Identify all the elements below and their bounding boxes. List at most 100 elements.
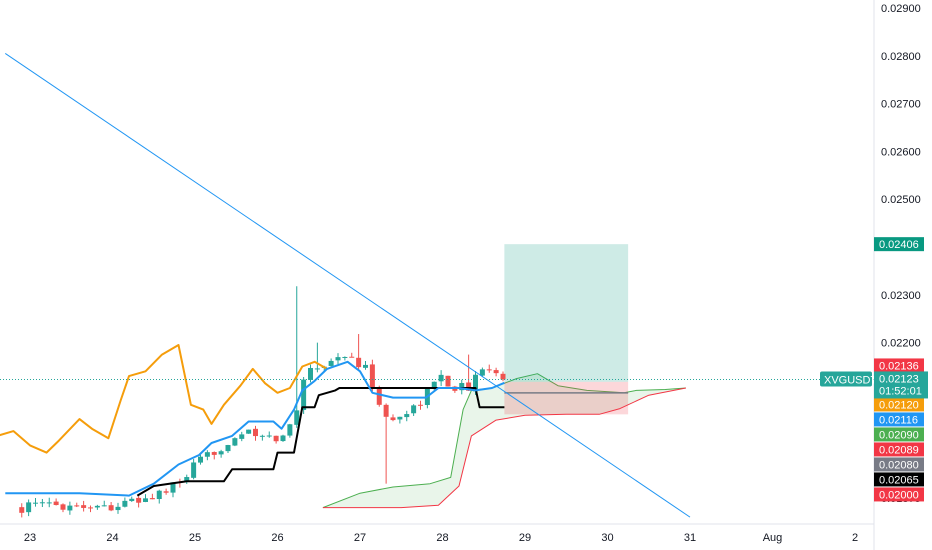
time-tick-label: 28 <box>436 532 448 544</box>
long-position-tool[interactable] <box>504 244 629 415</box>
candle-body <box>438 374 444 382</box>
candle-body <box>239 434 245 439</box>
time-tick-label: 26 <box>271 532 283 544</box>
price-tag <box>874 472 924 487</box>
candle-body <box>445 375 451 387</box>
candle-body <box>280 435 286 442</box>
candle-body <box>363 364 368 368</box>
symbol-tag: XVGUSDT <box>820 371 877 387</box>
last-price-label: 0.02123 <box>879 373 919 385</box>
candle-body <box>356 357 362 368</box>
price-tag <box>874 427 924 442</box>
candle-body <box>328 360 334 366</box>
price-tag-label: 0.02065 <box>879 474 919 486</box>
candle-body <box>369 364 375 388</box>
price-tick-label: 0.02500 <box>881 194 921 206</box>
price-tag-label: 0.02000 <box>879 489 919 501</box>
candle-body <box>26 502 32 513</box>
candle-body <box>88 507 93 509</box>
candle-body <box>376 388 382 405</box>
price-tick-label: 0.02600 <box>881 146 921 158</box>
price-tag <box>874 358 924 373</box>
senkou-span-b-line <box>322 387 686 509</box>
price-tag-label: 0.02406 <box>879 239 919 251</box>
price-tag <box>874 457 924 472</box>
time-tick-label: 2 <box>852 532 858 544</box>
price-tag-label: 0.02120 <box>879 399 919 411</box>
candle-body <box>74 505 80 507</box>
time-tick-label: Aug <box>763 532 783 544</box>
position-profit-zone <box>504 244 629 382</box>
candle-body <box>390 417 396 421</box>
candle-body <box>94 505 100 508</box>
time-tick-label: 29 <box>519 532 531 544</box>
candle-body <box>473 374 478 392</box>
price-tick-label: 0.02900 <box>881 3 921 15</box>
candle-body <box>273 435 279 442</box>
candle-body <box>500 373 506 380</box>
price-tag-label: 0.02090 <box>879 429 919 441</box>
candle-body <box>218 451 224 455</box>
candle-body <box>136 497 142 503</box>
time-tick-label: 24 <box>106 532 118 544</box>
kijun-sen-line <box>136 387 505 497</box>
candle-body <box>191 462 197 478</box>
candle-body <box>60 504 66 510</box>
candlestick-series <box>19 286 506 518</box>
candle-body <box>81 505 87 508</box>
candle-body <box>204 452 210 457</box>
candle-body <box>259 435 265 437</box>
candle-body <box>342 356 348 358</box>
time-tick-label: 31 <box>684 532 696 544</box>
price-tag <box>874 397 924 412</box>
candle-body <box>411 405 417 414</box>
candle-body <box>266 435 272 437</box>
candle-body <box>246 429 252 434</box>
candle-body <box>486 369 492 371</box>
candle-body <box>19 507 25 513</box>
candle-body <box>314 368 320 370</box>
price-tag <box>874 412 924 427</box>
candle-body <box>466 382 472 391</box>
symbol-label: XVGUSDT <box>824 374 877 386</box>
candle-body <box>431 381 437 389</box>
price-tick-label: 0.02300 <box>881 290 921 302</box>
cloud-fill <box>322 373 686 508</box>
candle-body <box>33 502 38 504</box>
candle-body <box>53 501 59 506</box>
candle-body <box>287 424 293 436</box>
candle-body <box>122 500 128 507</box>
candle-body <box>67 505 73 511</box>
lagging-span-line <box>0 344 328 454</box>
ichimoku-lines <box>0 344 505 497</box>
candle-body <box>493 370 499 374</box>
candle-body <box>163 491 169 493</box>
candle-body <box>198 456 203 463</box>
last-price-tag: 0.02123 01:52:01 <box>874 371 928 399</box>
candle-body <box>46 502 52 504</box>
candle-body <box>404 414 410 418</box>
price-tag <box>874 237 924 252</box>
candle-body <box>184 477 190 482</box>
price-tag-label: 0.02116 <box>879 414 918 426</box>
candle-body <box>397 416 403 420</box>
candle-body <box>418 404 423 406</box>
candle-body <box>156 490 162 500</box>
position-loss-zone <box>504 381 629 415</box>
time-tick-label: 25 <box>189 532 201 544</box>
candle-body <box>39 502 45 504</box>
candle-body <box>335 357 341 361</box>
candle-body <box>349 356 355 358</box>
time-axis[interactable]: 23 24 25 26 27 28 29 30 31 Aug 2 <box>24 532 858 544</box>
candle-body <box>308 367 313 380</box>
time-tick-label: 27 <box>354 532 366 544</box>
price-axis[interactable]: 0.02900 0.02800 0.02700 0.02600 0.02500 0.023… <box>881 3 921 505</box>
candle-body <box>115 506 121 511</box>
candle-body <box>149 498 155 500</box>
candle-body <box>294 410 300 425</box>
price-tick-label: 0.02200 <box>881 338 921 350</box>
trendline-layer[interactable] <box>4 53 691 518</box>
candle-body <box>383 404 389 417</box>
price-tags: 0.02406 0.02136 0.02120 0.02116 0.02090 0.020… <box>874 237 924 502</box>
